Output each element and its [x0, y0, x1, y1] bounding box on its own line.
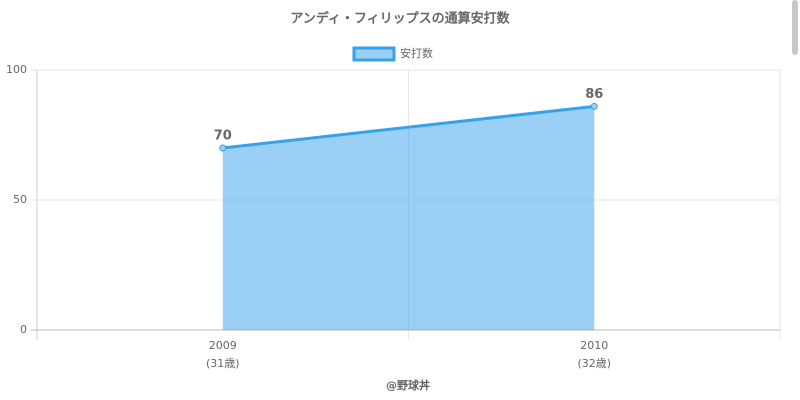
y-tick-label: 0: [20, 323, 27, 336]
x-tick-sublabel: (32歳): [577, 357, 611, 370]
chart-title: アンディ・フィリップスの通算安打数: [290, 11, 510, 27]
legend-label[interactable]: 安打数: [400, 46, 433, 60]
scrollbar[interactable]: [792, 0, 798, 55]
point: [590, 102, 598, 110]
legend-swatch[interactable]: [352, 46, 396, 62]
area: [222, 106, 595, 331]
value-label: 86: [585, 87, 603, 102]
x-tick-label: 2010: [580, 339, 608, 352]
point: [219, 144, 227, 152]
y-tick-label: 50: [13, 193, 27, 206]
x-tick-label: 2009: [209, 339, 237, 352]
source: @野球丼: [386, 378, 430, 392]
x-tick-sublabel: (31歳): [206, 357, 240, 370]
value-label: 70: [214, 129, 232, 144]
y-tick-label: 100: [6, 63, 27, 76]
line: [222, 104, 595, 150]
